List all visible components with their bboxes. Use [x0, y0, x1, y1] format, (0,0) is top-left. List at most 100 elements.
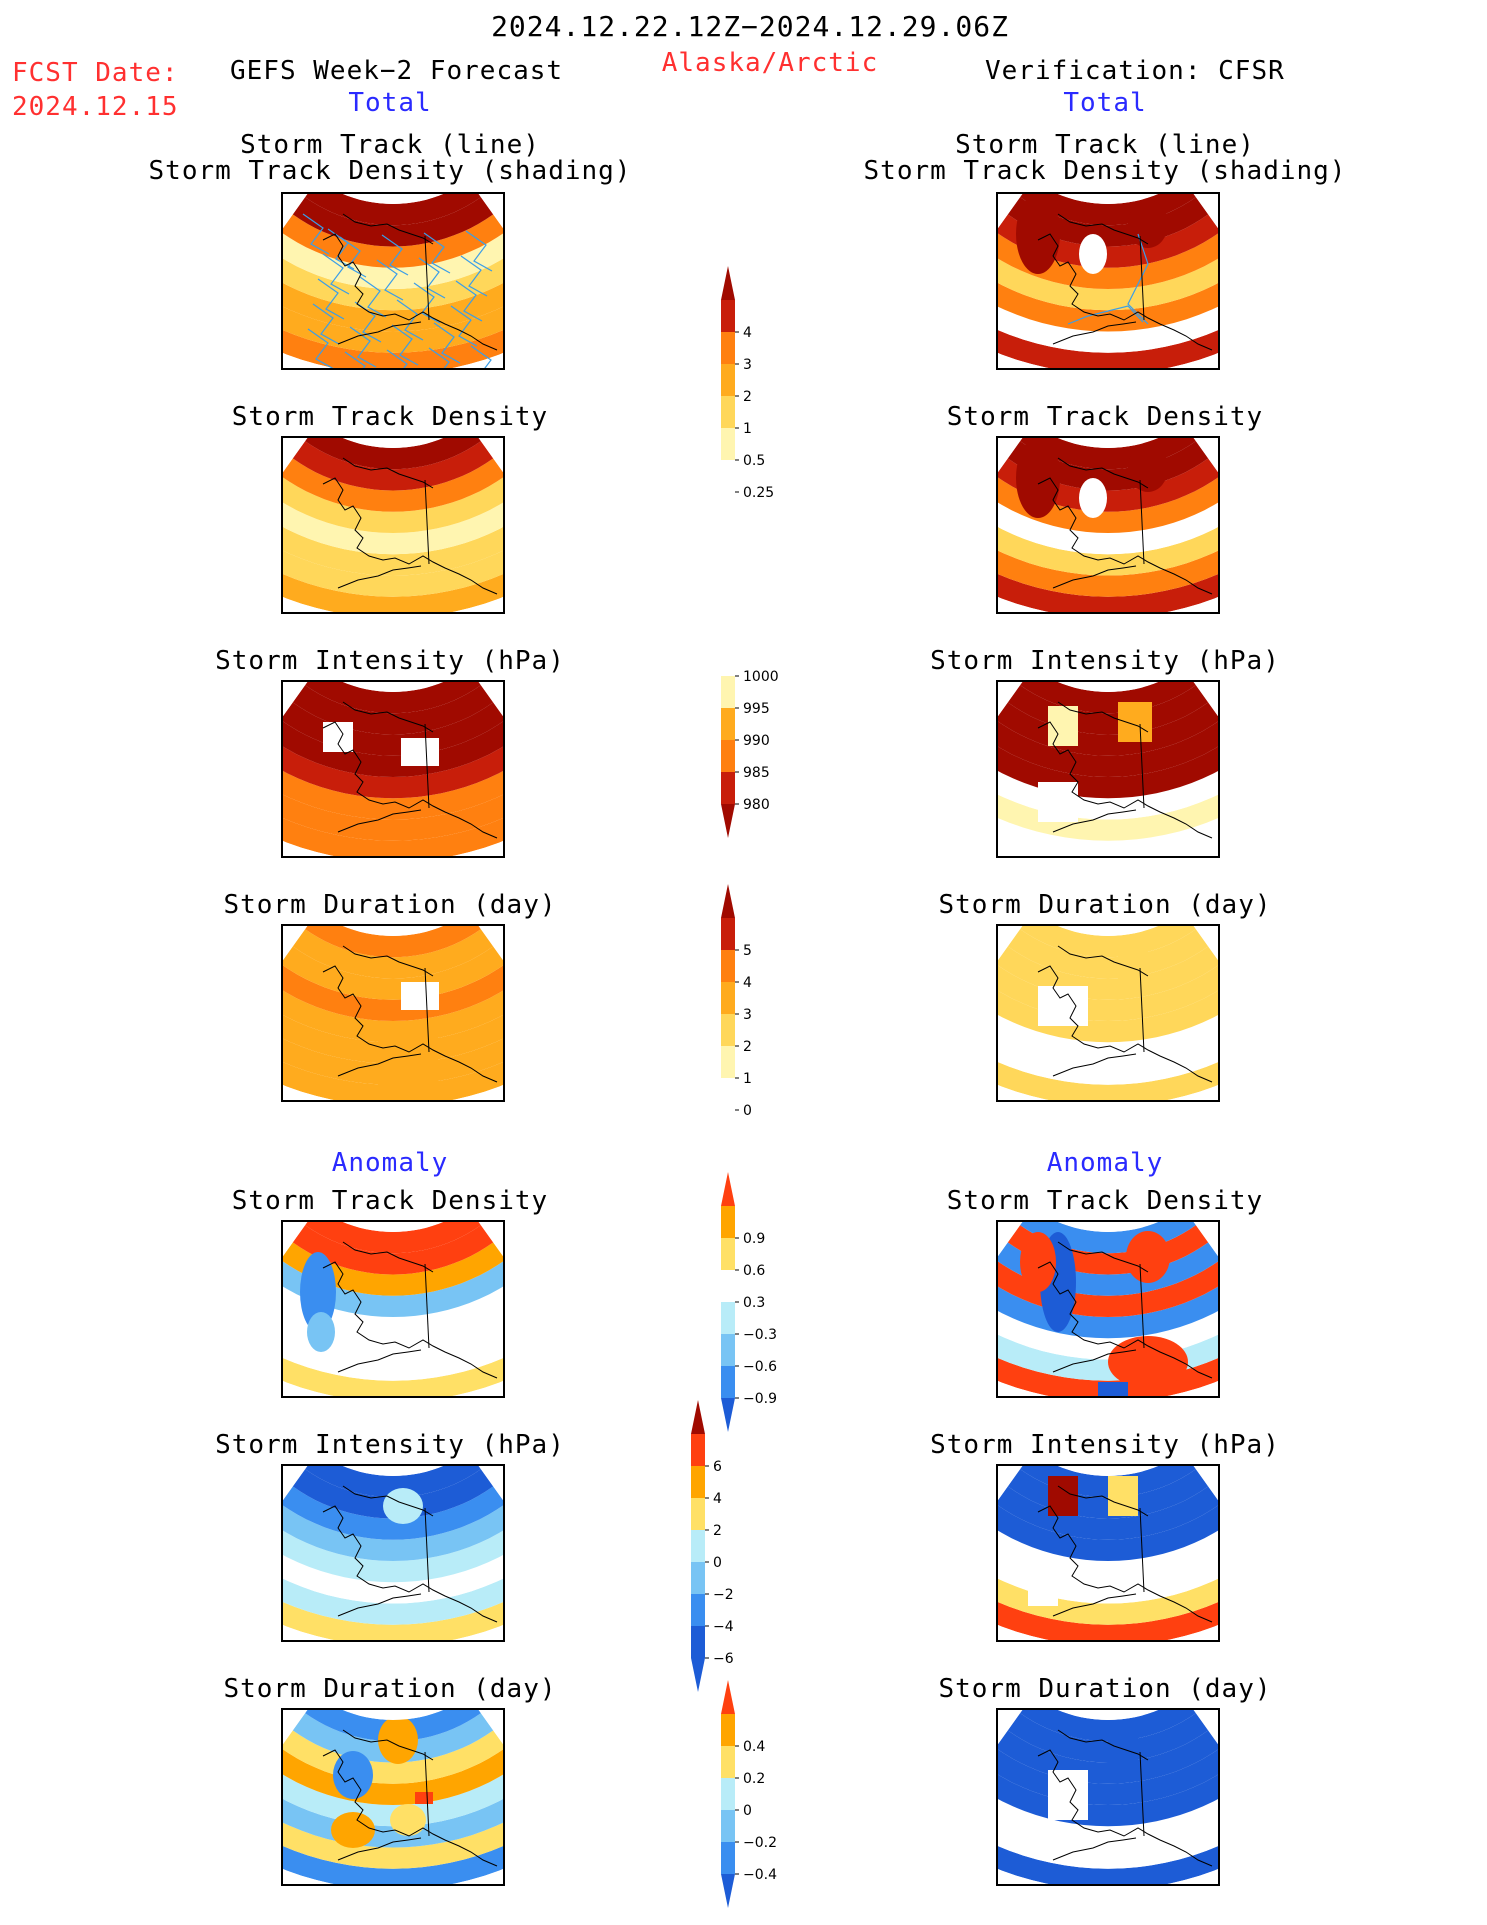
map-gefs-total-track	[281, 192, 505, 370]
right-column-title: Verification: CFSR	[985, 56, 1285, 86]
map-cfsr-anom-intensity-band	[998, 1530, 1218, 1583]
colorbar-anom-intensity-swatch	[691, 1594, 705, 1626]
map-cfsr-anom-duration-coastline	[1057, 1729, 1149, 1761]
map-gefs-total-track-band	[292, 197, 494, 247]
map-gefs-anom-duration-blob	[331, 1812, 375, 1848]
map-cfsr-total-duration-band	[998, 1038, 1218, 1085]
map-gefs-anom-density	[281, 1220, 505, 1398]
colorbar-anom-duration-swatch	[721, 1746, 735, 1778]
map-gefs-total-density-border	[424, 479, 430, 565]
colorbar-density-tick-label: 2	[743, 389, 752, 405]
map-gefs-anom-duration-coastline	[337, 1837, 422, 1861]
map-cfsr-anom-duration-band	[998, 1798, 1218, 1848]
map-gefs-total-track-track	[376, 259, 404, 301]
colorbar-duration-swatch	[721, 918, 735, 950]
map-gefs-total-density-band	[283, 574, 503, 612]
map-cfsr-anom-intensity-band	[998, 1505, 1218, 1561]
map-gefs-anom-duration-coastline	[322, 1749, 498, 1867]
r1-title-b: Storm Track Density (shading)	[863, 156, 1347, 186]
map-gefs-anom-duration-band	[283, 1822, 503, 1869]
map-gefs-total-track-track	[349, 326, 377, 368]
map-cfsr-anom-density-border	[1139, 1263, 1145, 1349]
colorbar-intensity-swatch	[721, 676, 735, 708]
map-cfsr-total-density-coastline	[1037, 477, 1213, 595]
map-cfsr-total-density-plot	[998, 438, 1218, 612]
region-title: Alaska/Arctic	[661, 48, 879, 78]
map-gefs-total-track-band	[283, 330, 503, 368]
map-cfsr-total-duration-coastline	[1052, 1053, 1137, 1077]
map-gefs-total-density-coastline	[342, 457, 434, 489]
colorbar-duration-tick-label: 4	[743, 975, 752, 991]
colorbar-density-swatch	[721, 332, 735, 364]
map-gefs-anom-duration-blob	[390, 1804, 426, 1836]
map-cfsr-total-track-plot	[998, 194, 1218, 368]
colorbar-anom-duration-cap-top	[721, 1680, 735, 1714]
colorbar-anom-intensity-tick-label: −2	[713, 1587, 734, 1603]
map-gefs-total-intensity-band	[283, 818, 503, 856]
map-cfsr-total-density-band	[998, 477, 1218, 533]
map-cfsr-anom-intensity-coastline	[1037, 1505, 1213, 1623]
map-cfsr-anom-density-band	[998, 1358, 1218, 1396]
map-gefs-total-track-track	[418, 257, 446, 299]
l6-title: Storm Intensity (hPa)	[215, 1430, 565, 1460]
map-cfsr-total-density-band	[998, 550, 1218, 597]
l1-title-b: Storm Track Density (shading)	[148, 156, 632, 186]
map-gefs-anom-density-band	[283, 1310, 503, 1360]
map-gefs-anom-intensity-band	[292, 1469, 494, 1519]
colorbar-density-tick-label: 0.25	[743, 485, 774, 501]
map-cfsr-anom-duration	[996, 1708, 1220, 1886]
map-gefs-total-track-track	[322, 253, 350, 295]
map-cfsr-total-duration-band	[998, 1062, 1218, 1100]
map-cfsr-anom-density-coastline	[1057, 1241, 1149, 1273]
colorbar-density-tick-label: 3	[743, 357, 752, 373]
map-cfsr-total-intensity-plot	[998, 682, 1218, 856]
map-gefs-total-track-track	[423, 232, 451, 274]
map-gefs-total-track-band	[283, 306, 503, 353]
map-cfsr-total-intensity-cell	[1118, 702, 1152, 742]
map-cfsr-total-track-coastline	[1037, 233, 1213, 351]
map-gefs-total-density-band	[283, 502, 503, 555]
l2-title: Storm Track Density	[231, 402, 549, 432]
map-cfsr-total-track-coastline	[1057, 213, 1149, 245]
map-gefs-total-intensity-band	[283, 794, 503, 841]
map-cfsr-total-track	[996, 192, 1220, 370]
left-column-title: GEFS Week−2 Forecast	[230, 56, 564, 86]
map-gefs-total-track-track	[327, 228, 355, 270]
map-gefs-total-duration-coastline	[342, 945, 434, 977]
colorbar-anom-duration-swatch	[721, 1810, 735, 1842]
colorbar-duration-tick-label: 5	[743, 943, 752, 959]
map-gefs-total-track-track	[465, 230, 493, 272]
map-cfsr-total-intensity-band	[998, 721, 1218, 777]
colorbar-anom-duration-tick-label: −0.4	[743, 1867, 777, 1883]
map-cfsr-anom-duration-band	[998, 1822, 1218, 1869]
colorbar-anom-intensity-tick-label: −6	[713, 1651, 734, 1667]
map-cfsr-total-intensity-coastline	[1037, 721, 1213, 839]
map-gefs-total-intensity-coastline	[337, 809, 422, 833]
colorbar-intensity-tick-label: 990	[743, 733, 770, 749]
map-cfsr-total-track-band	[998, 330, 1218, 368]
colorbar-anom-density-tick-label: −0.6	[743, 1359, 777, 1375]
colorbar-anom-intensity-tick-label: 2	[713, 1523, 722, 1539]
map-gefs-anom-intensity-coastline	[322, 1505, 498, 1623]
map-cfsr-total-intensity-band	[998, 794, 1218, 841]
map-gefs-total-density-plot	[283, 438, 503, 612]
map-gefs-total-track-track	[339, 236, 367, 278]
map-cfsr-anom-density-cell	[1098, 1382, 1128, 1396]
map-gefs-total-track-track	[428, 347, 450, 368]
map-cfsr-total-density-band	[998, 526, 1218, 576]
map-gefs-anom-duration-band	[283, 1749, 503, 1805]
map-gefs-total-duration-band	[292, 929, 494, 979]
map-gefs-total-track-track	[359, 276, 387, 318]
map-gefs-total-track-band	[283, 214, 503, 268]
map-gefs-anom-intensity-band	[283, 1578, 503, 1625]
map-cfsr-total-duration-plot	[998, 926, 1218, 1100]
colorbar-density: 4 3 2 1 0.5 0.25	[721, 266, 774, 501]
colorbar-anom-density-swatch	[721, 1238, 735, 1270]
map-cfsr-total-track-band	[998, 306, 1218, 353]
colorbar-anom-intensity-cap-bottom	[691, 1658, 705, 1692]
map-cfsr-total-intensity	[996, 680, 1220, 858]
colorbar-duration-tick-label: 1	[743, 1071, 752, 1087]
map-cfsr-anom-density-blob	[1126, 1231, 1170, 1283]
map-cfsr-total-track-coastline	[1052, 321, 1137, 345]
map-cfsr-anom-intensity	[996, 1464, 1220, 1642]
